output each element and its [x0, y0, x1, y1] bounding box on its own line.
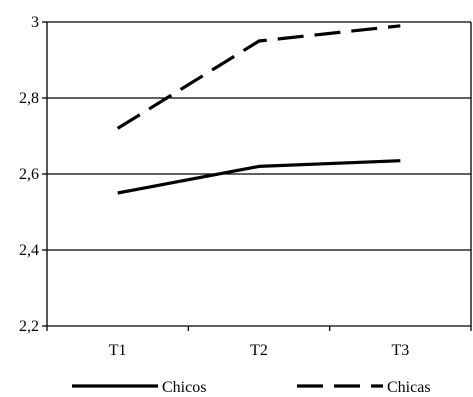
legend-label-chicas: Chicas	[387, 379, 431, 396]
y-tick-labels: 2,2 2,4 2,6 2,8 3	[19, 14, 39, 335]
series-line-chicos	[117, 159, 401, 195]
y-tick-label: 3	[31, 14, 39, 31]
series-line-chicas	[116, 24, 401, 130]
y-tick-label: 2,2	[19, 318, 39, 335]
legend: Chicos Chicas	[72, 379, 431, 396]
gridlines	[47, 21, 471, 327]
legend-label-chicos: Chicos	[162, 379, 206, 396]
x-tick-label: T1	[109, 342, 127, 359]
series-lines	[116, 24, 401, 195]
x-tick-labels: T1 T2 T3	[109, 342, 409, 359]
y-tick-label: 2,6	[19, 166, 39, 183]
axes	[42, 21, 472, 331]
x-tick-label: T2	[250, 342, 268, 359]
x-tick-label: T3	[391, 342, 409, 359]
y-tick-label: 2,8	[19, 90, 39, 107]
y-tick-label: 2,4	[19, 242, 39, 259]
